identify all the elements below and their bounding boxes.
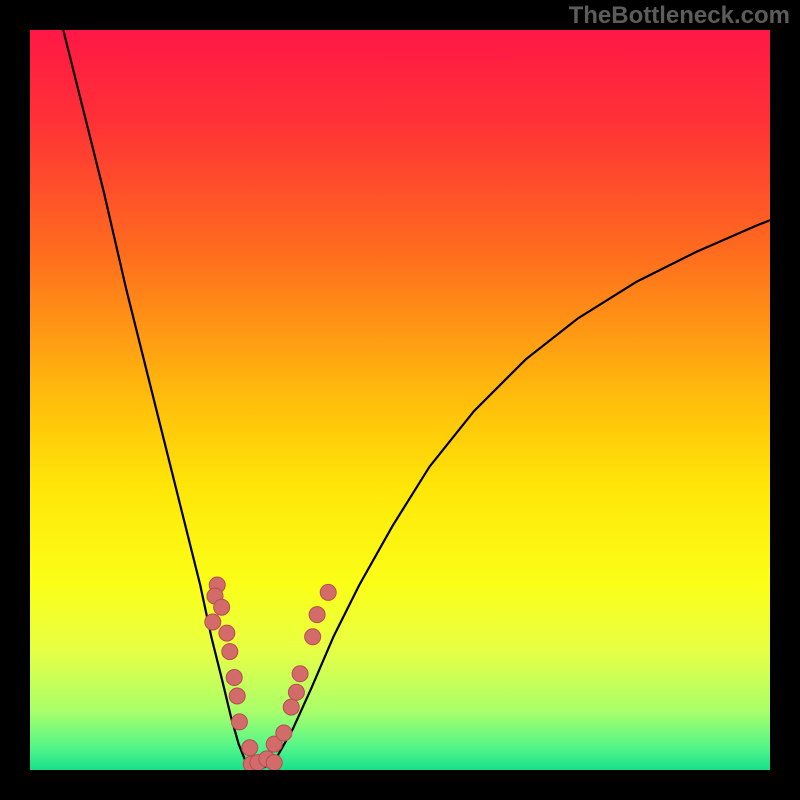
marker-point — [288, 684, 304, 700]
marker-point — [214, 599, 230, 615]
marker-point — [205, 614, 221, 630]
chart-container: TheBottleneck.com — [0, 0, 800, 800]
marker-point — [309, 607, 325, 623]
marker-point — [231, 714, 247, 730]
marker-point — [219, 625, 235, 641]
marker-point — [283, 699, 299, 715]
marker-point — [229, 688, 245, 704]
plot-background-gradient — [30, 30, 770, 770]
marker-point — [266, 755, 282, 771]
marker-point — [292, 666, 308, 682]
marker-point — [320, 584, 336, 600]
chart-svg — [0, 0, 800, 800]
marker-point — [242, 740, 258, 756]
marker-point — [222, 644, 238, 660]
watermark-text: TheBottleneck.com — [569, 2, 790, 30]
marker-point — [305, 629, 321, 645]
marker-point — [276, 725, 292, 741]
marker-point — [226, 670, 242, 686]
